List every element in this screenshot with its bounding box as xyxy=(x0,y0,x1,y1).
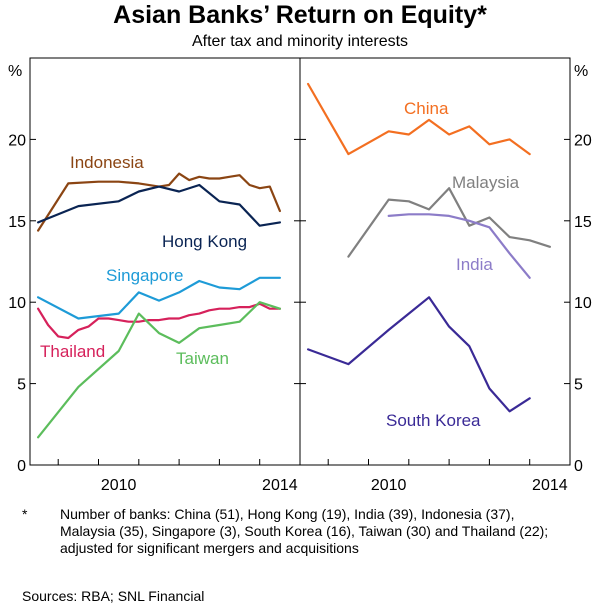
series-label-india: India xyxy=(456,255,493,274)
sources-note: Sources: RBA; SNL Financial xyxy=(22,588,205,604)
series-line-south-korea xyxy=(307,296,531,413)
series-label-indonesia: Indonesia xyxy=(70,153,144,172)
y-axis-unit-right: % xyxy=(574,63,588,80)
y-tick-label-right: 0 xyxy=(574,458,583,475)
series-line-indonesia xyxy=(36,172,281,232)
chart-title: Asian Banks’ Return on Equity* xyxy=(113,1,487,29)
y-tick-label-left: 20 xyxy=(8,132,26,149)
series-line-taiwan xyxy=(36,301,281,439)
y-tick-label-left: 0 xyxy=(17,458,26,475)
series-line-malaysia xyxy=(347,187,552,258)
footnote-text: Number of banks: China (51), Hong Kong (… xyxy=(60,506,549,556)
y-axis-unit-left: % xyxy=(8,63,22,80)
series-label-south-korea: South Korea xyxy=(386,411,481,430)
y-tick-label-right: 5 xyxy=(574,377,583,394)
y-tick-label-left: 5 xyxy=(17,377,26,394)
y-tick-label-right: 15 xyxy=(574,214,592,231)
y-tick-label-left: 10 xyxy=(8,295,26,312)
x-tick-label-right: 2010 xyxy=(371,477,407,494)
y-tick-label-right: 20 xyxy=(574,132,592,149)
series-line-china xyxy=(307,82,531,156)
x-tick-label-right: 2014 xyxy=(532,477,568,494)
series-label-thailand: Thailand xyxy=(40,342,105,361)
series-line-india xyxy=(387,213,531,279)
y-tick-label-left: 15 xyxy=(8,214,26,231)
y-tick-label-right: 10 xyxy=(574,295,592,312)
chart-subtitle: After tax and minority interests xyxy=(191,33,409,50)
series-label-singapore: Singapore xyxy=(106,266,184,285)
series-line-singapore xyxy=(36,276,281,320)
series-label-malaysia: Malaysia xyxy=(452,173,520,192)
footnote-marker: * xyxy=(22,506,28,522)
series-label-taiwan: Taiwan xyxy=(176,349,229,368)
series-label-hong-kong: Hong Kong xyxy=(162,232,247,251)
series-line-thailand xyxy=(36,302,281,340)
x-tick-label-left: 2010 xyxy=(101,477,137,494)
series-label-china: China xyxy=(404,99,449,118)
series-line-hong-kong xyxy=(36,183,281,227)
x-tick-label-left: 2014 xyxy=(262,477,298,494)
